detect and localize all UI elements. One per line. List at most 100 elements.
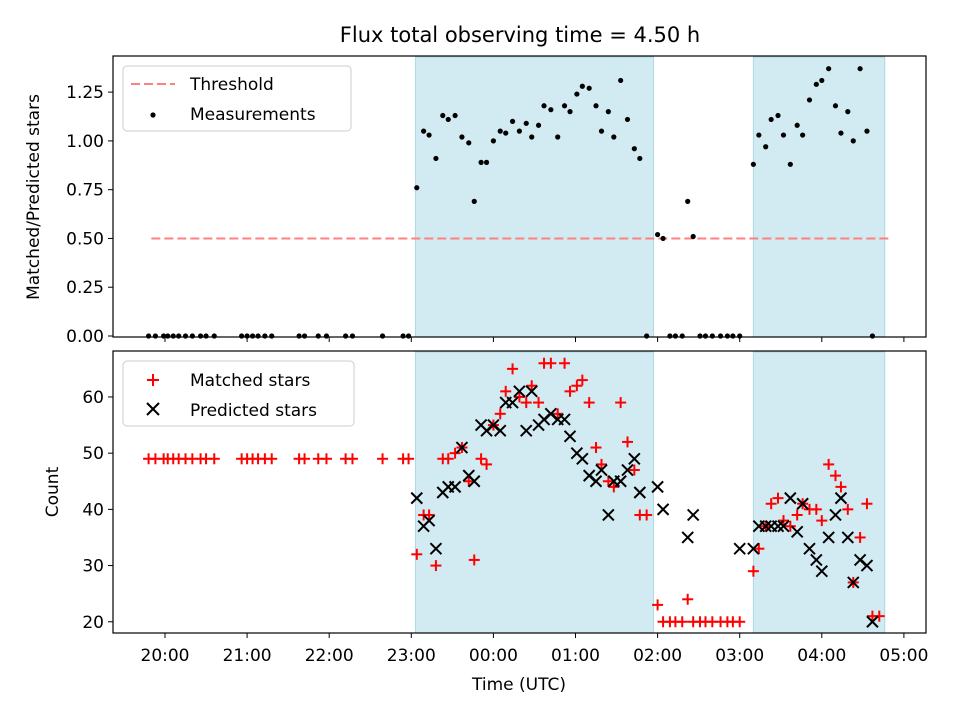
count-xtick-label: 05:00 bbox=[879, 646, 928, 666]
count-ytick-label: 60 bbox=[82, 388, 104, 408]
matched-star-point bbox=[628, 464, 640, 476]
predicted-star-point bbox=[681, 531, 694, 544]
predicted-star-point bbox=[614, 475, 627, 488]
predicted-star-point bbox=[822, 531, 835, 544]
measurement-point bbox=[459, 134, 465, 140]
matched-star-point bbox=[595, 458, 607, 470]
ratio-legend: Threshold Measurements bbox=[122, 65, 352, 132]
predicted-star-point bbox=[589, 475, 603, 488]
matched-star-point bbox=[564, 385, 576, 397]
count-xtick-label: 01:00 bbox=[551, 646, 600, 666]
count-xtick-label: 02:00 bbox=[633, 646, 682, 666]
measurement-point bbox=[255, 333, 261, 339]
matched-star-point bbox=[641, 509, 653, 521]
measurement-point bbox=[323, 333, 330, 339]
matched-star-point bbox=[449, 447, 461, 459]
measurement-point bbox=[182, 333, 189, 339]
measurement-point bbox=[249, 333, 256, 339]
measurement-point bbox=[497, 128, 503, 134]
predicted-star-point bbox=[602, 508, 615, 522]
matched-star-point bbox=[481, 458, 493, 470]
measurement-point bbox=[850, 138, 856, 144]
predicted-star-point bbox=[866, 615, 879, 628]
measurement-point bbox=[145, 333, 152, 339]
predicted-star-point bbox=[790, 525, 804, 539]
measurement-point bbox=[724, 333, 730, 339]
measurement-point bbox=[349, 333, 356, 339]
count-ytick-label: 30 bbox=[82, 557, 104, 577]
measurement-point bbox=[768, 116, 774, 123]
measurement-point bbox=[806, 97, 813, 103]
measurement-point bbox=[667, 333, 673, 339]
measurement-point bbox=[176, 333, 182, 339]
measurement-point bbox=[567, 109, 573, 115]
ratio-ytick-label: 0.75 bbox=[66, 181, 104, 201]
measurement-point bbox=[315, 333, 321, 339]
observing-period-shade bbox=[414, 351, 654, 634]
measurement-point bbox=[679, 333, 685, 339]
measurement-point bbox=[548, 107, 554, 113]
measurement-point bbox=[211, 333, 217, 339]
measurement-point bbox=[440, 112, 446, 119]
matched-star-point bbox=[772, 492, 784, 504]
ratio-legend-box bbox=[122, 65, 352, 132]
predicted-star-point bbox=[771, 520, 785, 533]
matched-star-point bbox=[602, 475, 614, 487]
count-xtick-label: 03:00 bbox=[715, 646, 764, 666]
matched-star-point bbox=[377, 453, 389, 465]
matched-star-point bbox=[545, 357, 557, 369]
matched-star-point bbox=[576, 374, 588, 386]
count-legend: Matched stars Predicted stars bbox=[122, 360, 355, 427]
matched-star-point bbox=[823, 458, 835, 470]
matched-star-point bbox=[873, 610, 885, 622]
measurement-point bbox=[794, 122, 800, 128]
ratio-ytick-label: 0.50 bbox=[66, 229, 104, 249]
matched-star-point bbox=[559, 357, 571, 369]
measurement-point bbox=[535, 122, 542, 128]
ratio-panel: 0.00 0.25 0.50 0.75 1.00 1.25 Matched/Predict… bbox=[24, 55, 927, 347]
measurement-point bbox=[170, 333, 176, 339]
predicted-star-point bbox=[860, 559, 874, 572]
predicted-star-point bbox=[455, 441, 469, 454]
matched-star-point bbox=[507, 363, 519, 375]
count-xtick-label: 22:00 bbox=[305, 646, 354, 666]
matched-star-point bbox=[753, 543, 765, 555]
measurements-legend-marker bbox=[150, 112, 156, 118]
measurement-point bbox=[452, 112, 458, 119]
predicted-star-point bbox=[520, 424, 533, 437]
matched-star-point bbox=[430, 560, 442, 572]
matched-star-point bbox=[208, 453, 220, 465]
measurement-point bbox=[655, 231, 661, 238]
measurement-point bbox=[787, 161, 793, 167]
measurement-point bbox=[483, 159, 490, 165]
measurement-point bbox=[529, 134, 535, 140]
predicted-star-point bbox=[525, 385, 538, 398]
observing-period-shade bbox=[752, 351, 886, 634]
measurement-point bbox=[637, 155, 643, 162]
measurement-point bbox=[579, 83, 585, 89]
predicted-star-point bbox=[410, 491, 423, 505]
matched-star-point bbox=[842, 503, 854, 515]
matched-star-point bbox=[791, 509, 803, 521]
matched-star-point bbox=[615, 397, 627, 409]
matched-star-point bbox=[810, 503, 822, 515]
measurement-point bbox=[845, 109, 851, 115]
measurement-point bbox=[819, 77, 825, 84]
measurement-point bbox=[605, 109, 611, 115]
measurement-point bbox=[672, 333, 678, 339]
measurement-point bbox=[343, 333, 349, 339]
matched-legend-marker bbox=[147, 374, 159, 386]
observing-period-shade bbox=[414, 56, 654, 338]
measurement-point bbox=[503, 130, 509, 136]
measurement-point bbox=[414, 185, 420, 191]
measurement-point bbox=[189, 333, 195, 339]
predicted-star-point bbox=[733, 542, 746, 555]
measurement-point bbox=[165, 333, 171, 339]
measurement-point bbox=[800, 132, 806, 138]
measurement-point bbox=[717, 333, 724, 339]
measurement-point bbox=[269, 333, 275, 339]
measurement-point bbox=[593, 103, 599, 109]
matched-star-point bbox=[411, 548, 423, 560]
measurement-point bbox=[509, 118, 516, 124]
measurement-point bbox=[586, 85, 592, 91]
